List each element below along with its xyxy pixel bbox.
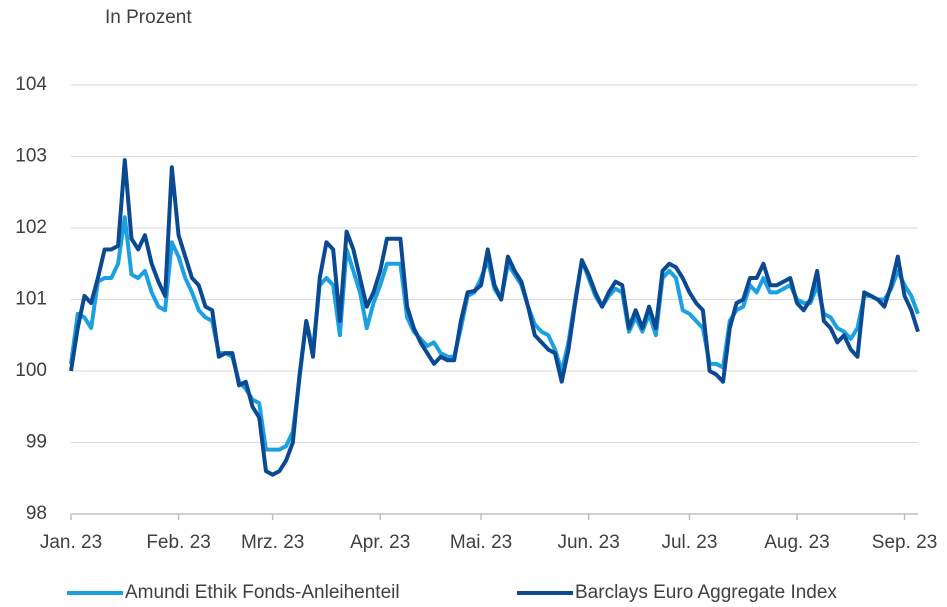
y-tick-label: 100 <box>15 360 47 381</box>
x-tick-label: Mrz. 23 <box>241 532 304 553</box>
y-tick-label: 103 <box>15 146 47 167</box>
series-line <box>69 158 920 477</box>
y-tick-label: 101 <box>15 289 47 310</box>
y-tick-label: 102 <box>15 217 47 238</box>
y-tick-label: 98 <box>26 503 47 524</box>
x-tick-label: Feb. 23 <box>146 532 210 553</box>
x-tick-label: Sep. 23 <box>872 532 938 553</box>
x-tick-label: Jul. 23 <box>661 532 717 553</box>
legend-label: Amundi Ethik Fonds-Anleihenteil <box>125 582 400 603</box>
series-line <box>69 215 920 452</box>
x-tick-label: Aug. 23 <box>764 532 830 553</box>
y-tick-label: 99 <box>26 432 47 453</box>
x-tick-label: Jan. 23 <box>40 532 102 553</box>
x-tick-label: Mai. 23 <box>450 532 512 553</box>
legend-label: Barclays Euro Aggregate Index <box>575 582 837 603</box>
chart-subtitle: In Prozent <box>105 7 192 28</box>
x-tick-label: Jun. 23 <box>557 532 619 553</box>
y-tick-label: 104 <box>15 74 47 95</box>
x-tick-label: Apr. 23 <box>350 532 410 553</box>
